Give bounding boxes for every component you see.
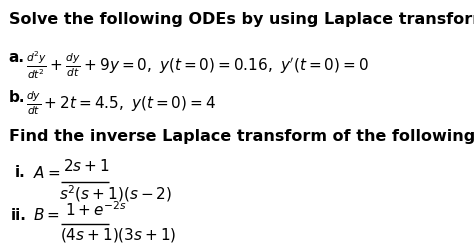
Text: $s^2(s+1)(s-2)$: $s^2(s+1)(s-2)$ xyxy=(59,183,172,204)
Text: b.: b. xyxy=(9,90,25,105)
Text: a.: a. xyxy=(9,50,25,65)
Text: $\frac{d^2y}{dt^2} + \frac{dy}{dt} + 9y = 0,\ y(t=0) = 0.16,\ y'(t=0) = 0$: $\frac{d^2y}{dt^2} + \frac{dy}{dt} + 9y … xyxy=(26,49,368,81)
Text: ii.: ii. xyxy=(11,208,27,223)
Text: $(4s+1)(3s+1)$: $(4s+1)(3s+1)$ xyxy=(60,226,176,244)
Text: Solve the following ODEs by using Laplace transform.: Solve the following ODEs by using Laplac… xyxy=(9,12,474,27)
Text: $B = $: $B = $ xyxy=(33,207,59,223)
Text: $\frac{dy}{dt} + 2t = 4.5,\ y(t{=}0){=}4$: $\frac{dy}{dt} + 2t = 4.5,\ y(t{=}0){=}4… xyxy=(26,90,216,117)
Text: $1+e^{-2s}$: $1+e^{-2s}$ xyxy=(64,200,126,219)
Text: $A = $: $A = $ xyxy=(33,165,60,181)
Text: $2s+1$: $2s+1$ xyxy=(63,158,109,174)
Text: i.: i. xyxy=(15,165,26,180)
Text: Find the inverse Laplace transform of the following expressions:: Find the inverse Laplace transform of th… xyxy=(9,129,474,144)
